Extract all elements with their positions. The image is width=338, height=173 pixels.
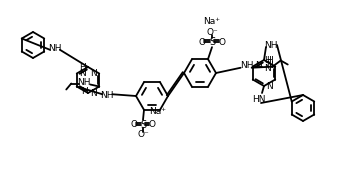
- Text: H: H: [79, 63, 86, 72]
- Text: O: O: [148, 120, 155, 129]
- Text: HN: HN: [252, 94, 266, 103]
- Text: N: N: [90, 89, 97, 98]
- Text: NH: NH: [77, 78, 91, 87]
- Text: NH: NH: [264, 40, 278, 49]
- Text: N: N: [255, 61, 262, 71]
- Text: Na⁺: Na⁺: [149, 107, 167, 116]
- Text: H: H: [264, 56, 271, 65]
- Text: O: O: [198, 38, 206, 47]
- Text: H: H: [266, 56, 273, 65]
- Text: NH: NH: [101, 91, 114, 100]
- Text: S: S: [140, 120, 146, 130]
- Text: NH: NH: [240, 61, 254, 70]
- Text: N: N: [266, 61, 273, 71]
- Text: O: O: [218, 38, 225, 47]
- Text: Na⁺: Na⁺: [203, 17, 220, 26]
- Text: O: O: [130, 120, 138, 129]
- Text: H: H: [81, 87, 88, 96]
- Text: O⁻: O⁻: [206, 28, 218, 37]
- Text: N: N: [266, 82, 273, 91]
- Text: O⁻: O⁻: [137, 130, 149, 139]
- Text: N: N: [79, 69, 86, 78]
- Text: N: N: [90, 69, 97, 78]
- Text: S: S: [209, 37, 215, 47]
- Text: NH: NH: [48, 44, 62, 53]
- Text: N: N: [264, 64, 271, 73]
